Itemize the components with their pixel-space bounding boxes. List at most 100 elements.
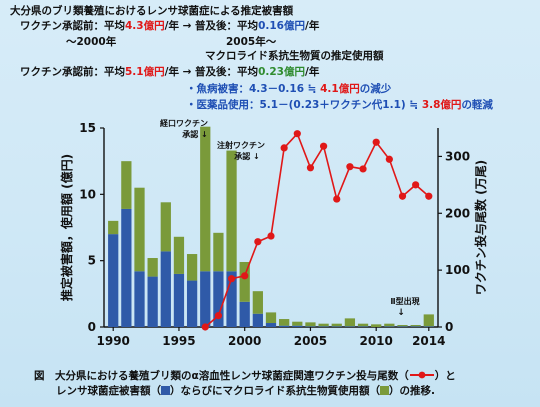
vaccine-point bbox=[280, 144, 288, 152]
header-title-text: 大分県のブリ類養殖におけるレンサ球菌症による推定被害額 bbox=[10, 5, 294, 17]
drug-title: マクロライド系抗生物質の推定使用額 bbox=[205, 50, 384, 62]
damage-bar bbox=[134, 271, 145, 327]
drug-bar bbox=[423, 314, 434, 327]
vaccine-point bbox=[412, 181, 420, 189]
bullet-drug: ・医薬品使用：5.1－(0.23＋ワクチン代1.1) ≒ 3.8億円の軽減 bbox=[186, 99, 493, 112]
header-title: 大分県のブリ類養殖におけるレンサ球菌症による推定被害額 bbox=[10, 5, 293, 18]
drug-before-label: ワクチン承認前：平均 bbox=[20, 66, 125, 78]
drug-bar bbox=[305, 322, 316, 327]
caption-line-1-end: ）と bbox=[434, 370, 456, 382]
x-tick-label: 2005 bbox=[294, 334, 327, 348]
drug-bar bbox=[213, 232, 224, 272]
damage-bar bbox=[292, 325, 303, 327]
axis-labels-layer: 0 5 10 15 0 100 200 300 1990 1995 2000 2005 2010 2014… bbox=[59, 121, 488, 348]
damage-bar bbox=[108, 234, 119, 327]
damage-bar bbox=[186, 280, 198, 327]
vaccine-point bbox=[319, 142, 328, 150]
damage-bar bbox=[213, 271, 224, 327]
damage-bar bbox=[305, 326, 316, 327]
vaccine-point bbox=[241, 272, 249, 280]
annotation-type2-arrow: ↓ bbox=[397, 308, 405, 318]
caption-line-2: レンサ球菌症被害額（ ）ならびにマクロライド系抗生物質使用額（ ）の推移. bbox=[56, 383, 435, 398]
drug-bar bbox=[147, 258, 158, 277]
caption-line-2-a: レンサ球菌症被害額（ bbox=[56, 385, 161, 397]
drug-bar bbox=[371, 324, 382, 327]
caption-line-2-b: ）ならびにマクロライド系抗生物質使用額（ bbox=[170, 385, 380, 397]
damage-bar bbox=[344, 326, 356, 327]
right-tick-label: 300 bbox=[445, 149, 470, 163]
damage-bar bbox=[357, 326, 369, 327]
vaccine-point bbox=[267, 232, 275, 240]
annotation-oral-vaccine: 経口ワクチン bbox=[160, 118, 208, 128]
drug-bar bbox=[292, 321, 303, 326]
y2-axis-title: ワクチン投与尾数 (万尾) bbox=[473, 160, 488, 295]
right-tick-label: 100 bbox=[445, 263, 470, 277]
drug-bar bbox=[160, 202, 171, 252]
drug-bar bbox=[265, 312, 277, 324]
bars-layer bbox=[108, 126, 434, 327]
damage-bar bbox=[265, 323, 277, 327]
damage-after-unit: /年 bbox=[304, 20, 320, 32]
vaccine-point bbox=[254, 238, 262, 246]
drug-legend-swatch bbox=[380, 386, 389, 395]
damage-bar bbox=[160, 251, 171, 327]
left-tick-label: 0 bbox=[88, 320, 96, 334]
x-tick-label: 2010 bbox=[359, 334, 392, 348]
vaccine-line-layer bbox=[201, 130, 433, 331]
damage-bar bbox=[147, 276, 158, 327]
damage-bar bbox=[318, 326, 329, 327]
vaccine-point bbox=[227, 275, 236, 283]
drug-before-unit: /年 → 普及後：平均 bbox=[164, 66, 259, 78]
x-tick-label: 2000 bbox=[228, 334, 261, 348]
caption-line-1: 図 大分県における養殖ブリ類のα溶血性レンサ球菌症関連ワクチン投与尾数（ ）と bbox=[34, 368, 456, 383]
vaccine-point bbox=[214, 312, 223, 320]
vaccine-point bbox=[372, 138, 380, 146]
damage-before-value: 4.3億円 bbox=[125, 20, 165, 32]
bullet-drug-value: 3.8億円 bbox=[421, 99, 462, 111]
left-tick-label: 15 bbox=[79, 121, 96, 135]
bullet-drug-prefix: ・医薬品使用：5.1－(0.23＋ワクチン代1.1) ≒ bbox=[186, 99, 422, 111]
vaccine-point bbox=[398, 192, 407, 200]
damage-legend-swatch bbox=[161, 386, 170, 395]
vaccine-point bbox=[333, 195, 341, 203]
damage-bar bbox=[384, 326, 395, 327]
vaccine-point bbox=[385, 155, 393, 163]
damage-bar bbox=[239, 301, 250, 327]
drug-after-unit: /年 bbox=[304, 66, 320, 78]
vaccine-point bbox=[359, 165, 367, 173]
vaccine-point bbox=[201, 323, 209, 331]
damage-summary-line: ワクチン承認前：平均4.3億円/年 → 普及後：平均0.16億円/年 bbox=[20, 20, 319, 33]
drug-bar bbox=[239, 261, 250, 302]
damage-before-unit: /年 → 普及後：平均 bbox=[164, 20, 259, 32]
bullet-drug-suffix: の軽減 bbox=[461, 99, 493, 111]
left-tick-label: 10 bbox=[79, 187, 96, 201]
x-tick-label: 1990 bbox=[97, 334, 130, 348]
damage-bar bbox=[397, 326, 408, 327]
drug-bar bbox=[331, 323, 342, 327]
damage-bar bbox=[252, 313, 263, 327]
bullet-damage-value: 4.1億円 bbox=[320, 83, 360, 95]
vaccine-point bbox=[293, 130, 301, 138]
drug-bar bbox=[384, 323, 395, 327]
damage-bar bbox=[173, 273, 185, 327]
drug-bar bbox=[357, 323, 369, 327]
period-before: ～2000年 bbox=[66, 36, 117, 48]
vaccine-point bbox=[425, 192, 433, 200]
left-tick-label: 5 bbox=[88, 254, 96, 268]
damage-bar bbox=[423, 326, 434, 327]
damage-before-label: ワクチン承認前：平均 bbox=[20, 20, 125, 32]
drug-summary-line: ワクチン承認前：平均5.1億円/年 → 普及後：平均0.23億円/年 bbox=[20, 66, 319, 79]
annotation-oral-vaccine-arrow: 承認 ↓ bbox=[182, 129, 208, 139]
drug-bar bbox=[252, 291, 263, 314]
drug-bar bbox=[200, 126, 211, 272]
drug-bar bbox=[134, 187, 145, 272]
damage-bar bbox=[226, 271, 237, 327]
y-axis-title: 推定被害額，使用額 (億円) bbox=[59, 154, 74, 301]
bullet-damage-suffix: の減少 bbox=[359, 83, 392, 95]
right-tick-label: 0 bbox=[445, 320, 453, 334]
damage-after-value: 0.16億円 bbox=[258, 20, 305, 32]
vaccine-point bbox=[306, 164, 315, 172]
drug-bar bbox=[318, 323, 329, 327]
drug-bar bbox=[279, 319, 290, 326]
